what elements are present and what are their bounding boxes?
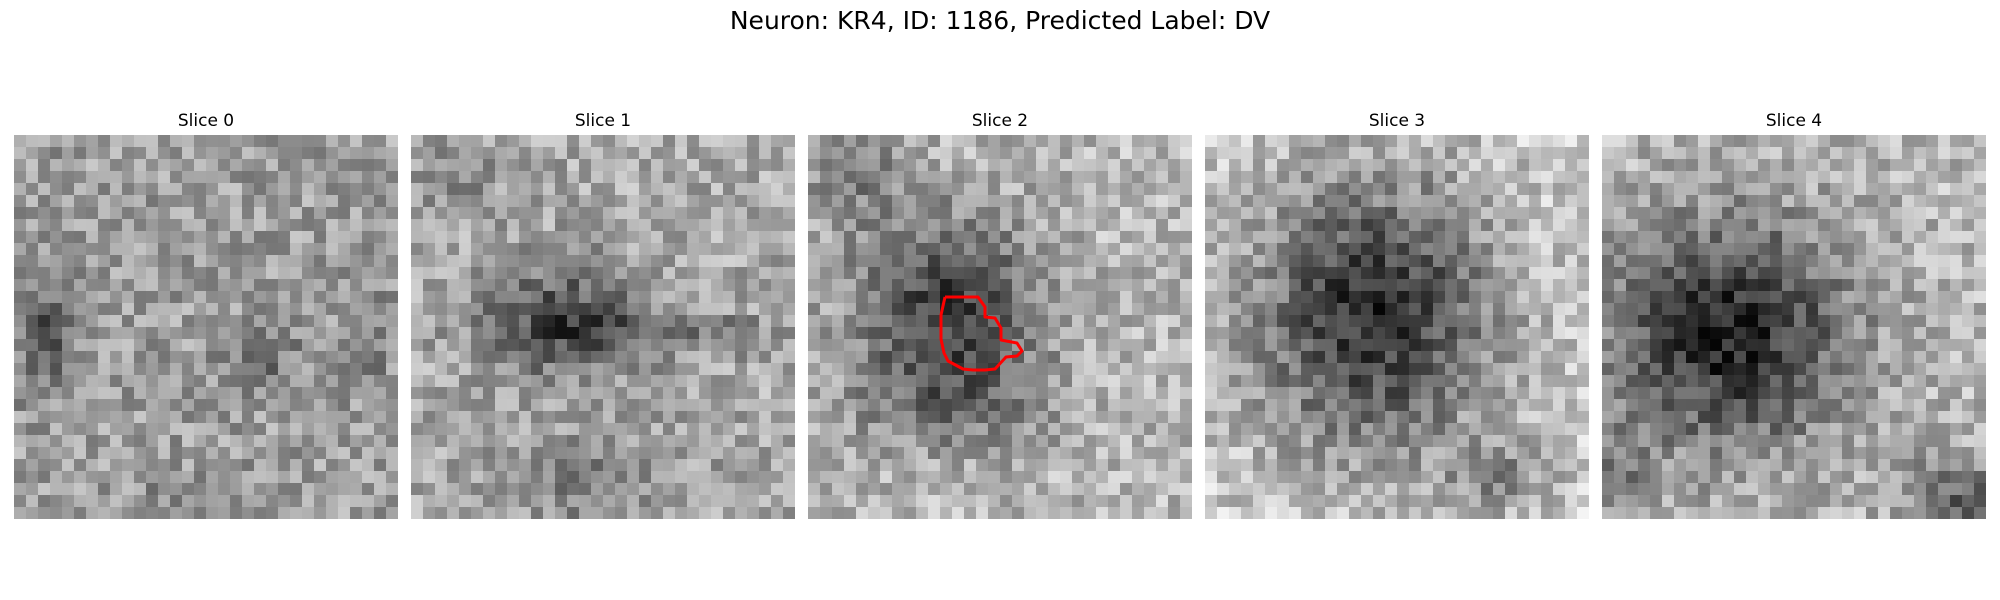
slice-panel-2: Slice 2	[808, 107, 1192, 519]
slice-panel-0: Slice 0	[14, 107, 398, 519]
slice-panel-1: Slice 1	[411, 107, 795, 519]
slice-panel-4: Slice 4	[1602, 107, 1986, 519]
slice-image-0	[14, 135, 398, 519]
slice-title-4: Slice 4	[1765, 111, 1823, 131]
slice-title-0: Slice 0	[177, 111, 235, 131]
slice-panel-3: Slice 3	[1205, 107, 1589, 519]
slice-image-1	[411, 135, 795, 519]
slice-title-3: Slice 3	[1368, 111, 1426, 131]
slice-image-2	[808, 135, 1192, 519]
figure-title: Neuron: KR4, ID: 1186, Predicted Label: …	[729, 6, 1271, 35]
slice-image-3	[1205, 135, 1589, 519]
roi-outline	[939, 295, 1024, 372]
slice-title-1: Slice 1	[574, 111, 632, 131]
slice-title-2: Slice 2	[971, 111, 1029, 131]
slice-image-4	[1602, 135, 1986, 519]
